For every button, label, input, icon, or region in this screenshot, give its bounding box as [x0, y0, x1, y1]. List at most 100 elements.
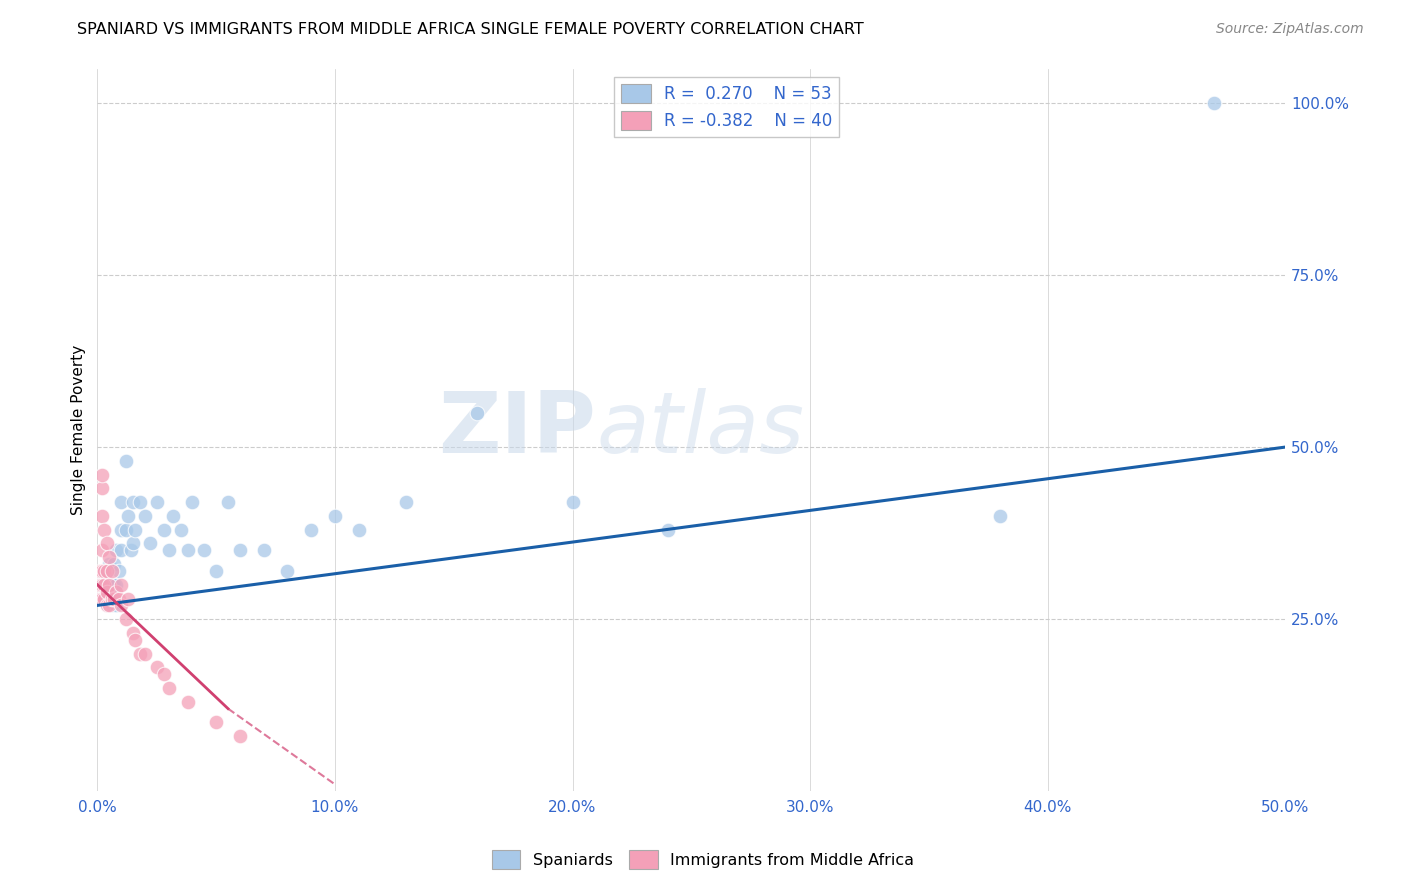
Legend: Spaniards, Immigrants from Middle Africa: Spaniards, Immigrants from Middle Africa	[485, 844, 921, 875]
Point	[103, 591, 125, 606]
Point	[100, 591, 122, 606]
Point	[657, 523, 679, 537]
Point	[176, 543, 198, 558]
Point	[157, 543, 180, 558]
Point	[120, 543, 142, 558]
Point	[153, 523, 176, 537]
Point	[110, 523, 132, 537]
Point	[89, 591, 111, 606]
Point	[96, 599, 118, 613]
Point	[96, 599, 118, 613]
Point	[103, 557, 125, 571]
Point	[169, 523, 191, 537]
Point	[105, 543, 128, 558]
Point	[96, 536, 118, 550]
Point	[96, 564, 118, 578]
Point	[98, 591, 121, 606]
Point	[347, 523, 370, 537]
Point	[205, 715, 228, 730]
Point	[91, 482, 114, 496]
Point	[98, 599, 121, 613]
Point	[122, 626, 145, 640]
Point	[93, 578, 115, 592]
Y-axis label: Single Female Poverty: Single Female Poverty	[72, 344, 86, 515]
Point	[98, 578, 121, 592]
Text: SPANIARD VS IMMIGRANTS FROM MIDDLE AFRICA SINGLE FEMALE POVERTY CORRELATION CHAR: SPANIARD VS IMMIGRANTS FROM MIDDLE AFRIC…	[77, 22, 865, 37]
Point	[138, 536, 160, 550]
Point	[100, 599, 122, 613]
Point	[93, 578, 115, 592]
Point	[107, 591, 129, 606]
Point	[89, 578, 111, 592]
Point	[561, 495, 583, 509]
Point	[98, 557, 121, 571]
Point	[110, 543, 132, 558]
Text: ZIP: ZIP	[439, 388, 596, 471]
Point	[253, 543, 276, 558]
Point	[107, 564, 129, 578]
Point	[134, 508, 156, 523]
Point	[91, 564, 114, 578]
Point	[100, 578, 122, 592]
Point	[91, 467, 114, 482]
Point	[98, 550, 121, 565]
Point	[96, 584, 118, 599]
Point	[103, 591, 125, 606]
Point	[105, 584, 128, 599]
Point	[988, 508, 1011, 523]
Point	[110, 495, 132, 509]
Point	[176, 695, 198, 709]
Point	[117, 508, 139, 523]
Point	[115, 612, 138, 626]
Point	[157, 681, 180, 695]
Text: atlas: atlas	[596, 388, 804, 471]
Point	[124, 632, 146, 647]
Point	[117, 591, 139, 606]
Point	[115, 523, 138, 537]
Point	[134, 647, 156, 661]
Point	[110, 578, 132, 592]
Point	[98, 578, 121, 592]
Point	[124, 523, 146, 537]
Legend: R =  0.270    N = 53, R = -0.382    N = 40: R = 0.270 N = 53, R = -0.382 N = 40	[614, 77, 839, 137]
Point	[91, 591, 114, 606]
Point	[467, 406, 489, 420]
Point	[1202, 95, 1225, 110]
Point	[96, 584, 118, 599]
Point	[122, 495, 145, 509]
Point	[91, 578, 114, 592]
Point	[145, 660, 167, 674]
Point	[93, 591, 115, 606]
Point	[96, 564, 118, 578]
Point	[129, 647, 152, 661]
Text: Source: ZipAtlas.com: Source: ZipAtlas.com	[1216, 22, 1364, 37]
Point	[103, 578, 125, 592]
Point	[162, 508, 184, 523]
Point	[193, 543, 215, 558]
Point	[276, 564, 298, 578]
Point	[93, 564, 115, 578]
Point	[122, 536, 145, 550]
Point	[93, 523, 115, 537]
Point	[100, 564, 122, 578]
Point	[91, 591, 114, 606]
Point	[229, 543, 252, 558]
Point	[91, 543, 114, 558]
Point	[153, 667, 176, 681]
Point	[217, 495, 239, 509]
Point	[115, 454, 138, 468]
Point	[323, 508, 346, 523]
Point	[145, 495, 167, 509]
Point	[395, 495, 418, 509]
Point	[205, 564, 228, 578]
Point	[181, 495, 204, 509]
Point	[89, 564, 111, 578]
Point	[91, 508, 114, 523]
Point	[105, 578, 128, 592]
Point	[129, 495, 152, 509]
Point	[93, 571, 115, 585]
Point	[299, 523, 322, 537]
Point	[110, 599, 132, 613]
Point	[105, 599, 128, 613]
Point	[229, 729, 252, 743]
